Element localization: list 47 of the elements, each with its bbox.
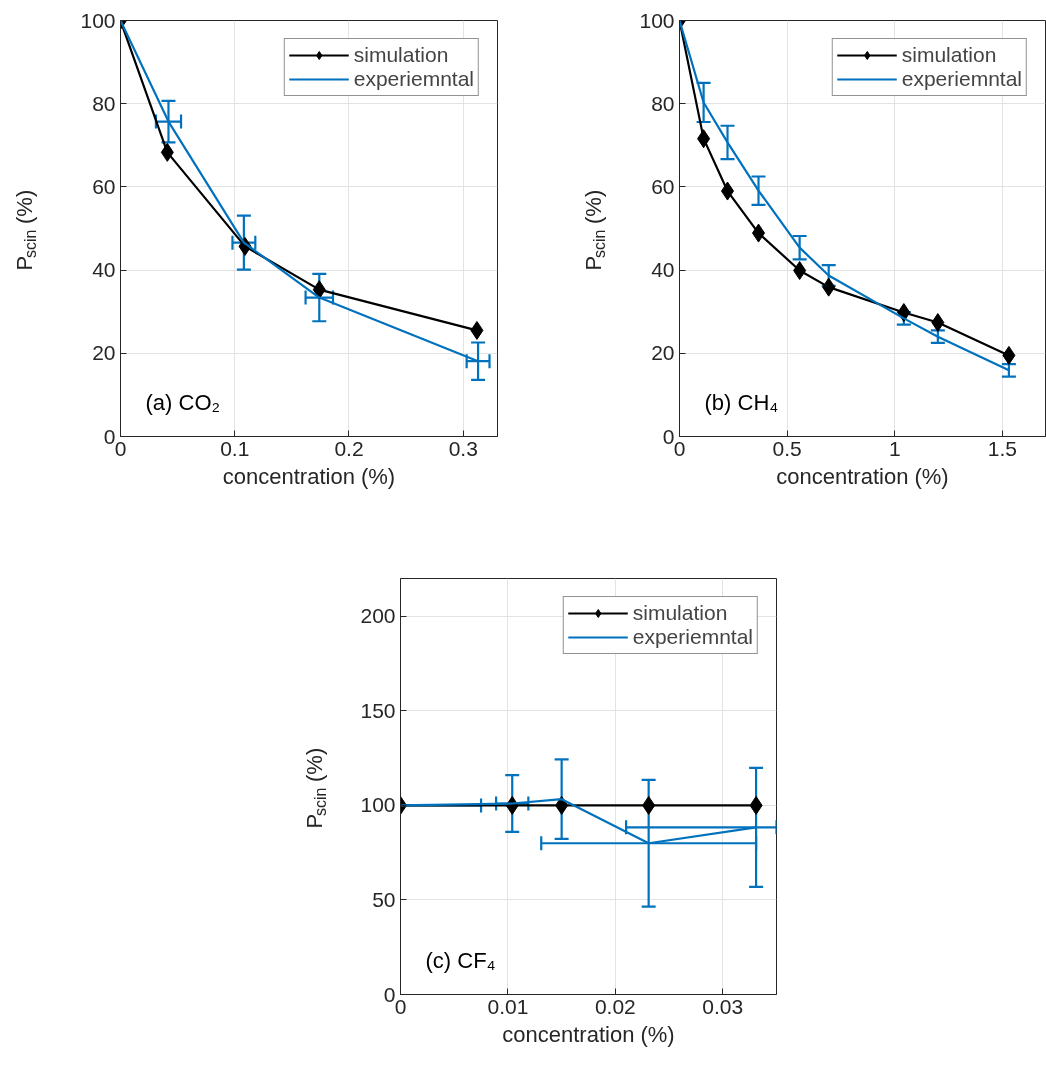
legend-label: experiemntal [353,67,474,91]
y-tick-label: 150 [360,698,396,722]
x-tick-label: 0.03 [702,994,744,1018]
point [822,277,836,297]
x-axis-title: concentration (%) [222,463,396,489]
point [931,313,945,333]
y-tick-label: 60 [92,174,116,198]
point [721,181,735,201]
y-axis-title: Pscin(%) [581,189,609,271]
x-tick-label: 1.5 [987,436,1018,460]
point [312,280,326,300]
point [793,261,807,281]
annotation: (c) CF₄ [425,947,496,973]
y-axis-title: Pscin(%) [12,189,40,271]
legend-label: simulation [632,601,728,625]
x-tick-label: 1 [888,436,901,460]
x-tick-label: 0.1 [220,436,250,460]
point [470,320,484,340]
x-axis-title: concentration (%) [776,463,949,489]
legend-label: simulation [901,43,997,67]
x-tick-label: 0.2 [334,436,364,460]
x-tick-label: 0.3 [448,436,478,460]
x-tick-label: 0.5 [772,436,802,460]
y-tick-label: 100 [80,8,116,32]
y-tick-label: 40 [651,258,675,282]
y-tick-label: 100 [360,793,396,817]
y-axis-title: Pscin(%) [302,747,330,829]
y-tick-label: 100 [639,8,675,32]
y-tick-label: 40 [92,258,116,282]
x-tick-label: 0.02 [594,994,636,1018]
legend-label: experiemntal [632,625,753,649]
annotation: (b) CH₄ [704,389,779,415]
annotation: (a) CO₂ [145,389,221,415]
y-tick-label: 80 [651,91,675,115]
point [1002,345,1016,365]
y-tick-label: 20 [651,341,675,365]
y-tick-label: 20 [92,341,116,365]
x-axis-title: concentration (%) [502,1021,675,1047]
point [752,223,766,243]
x-tick-label: 0.01 [487,994,529,1018]
legend-label: simulation [353,43,449,67]
point [697,129,711,149]
y-tick-label: 60 [651,174,675,198]
y-tick-label: 200 [360,604,396,628]
y-tick-label: 80 [92,91,116,115]
legend-label: experiemntal [901,67,1022,91]
y-tick-label: 50 [372,887,396,911]
